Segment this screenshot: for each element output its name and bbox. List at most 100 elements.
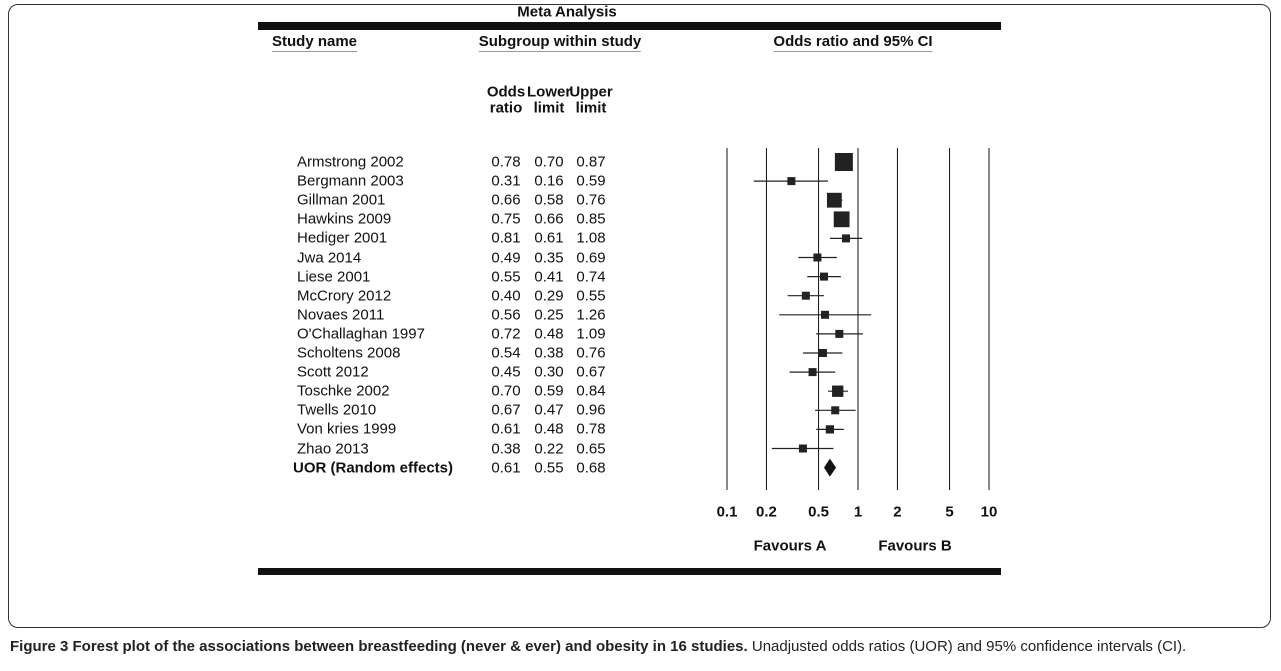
study-name: McCrory 2012 <box>297 287 392 305</box>
study-name: Scholtens 2008 <box>297 344 401 362</box>
bottom-rule <box>258 568 1001 575</box>
table-value: 0.45 <box>491 363 521 381</box>
table-value: 0.59 <box>534 382 564 400</box>
study-name: O'Challaghan 1997 <box>297 325 425 343</box>
summary-value: 0.68 <box>576 459 606 477</box>
odds-ratio-marker <box>831 406 840 415</box>
chart-title: Meta Analysis <box>517 3 617 21</box>
table-value: 0.69 <box>576 249 606 266</box>
table-value: 0.25 <box>534 306 564 324</box>
table-value: 0.87 <box>576 153 606 171</box>
frame <box>8 4 1271 628</box>
table-value: 0.66 <box>534 210 564 228</box>
study-name: Von kries 1999 <box>297 420 397 438</box>
table-value: 0.38 <box>534 344 564 362</box>
table-value: 0.67 <box>491 401 521 419</box>
x-tick-label: 0.2 <box>755 503 777 521</box>
top-rule <box>258 22 1001 30</box>
odds-ratio-marker <box>833 211 850 228</box>
odds-ratio-marker <box>825 425 834 434</box>
table-value: 0.55 <box>576 287 606 305</box>
table-value: 0.84 <box>576 382 606 400</box>
table-value: 0.58 <box>534 191 564 209</box>
odds-ratio-marker <box>819 272 828 281</box>
caption: Figure 3 Forest plot of the associations… <box>10 637 1272 656</box>
x-annotation: Favours B <box>878 537 952 555</box>
table-value: 0.40 <box>491 287 521 305</box>
x-tick-label: 2 <box>893 503 902 521</box>
table-value: 0.56 <box>491 306 521 324</box>
odds-ratio-marker <box>818 349 827 357</box>
odds-ratio-marker <box>826 192 842 208</box>
table-value: 0.76 <box>576 344 606 362</box>
table-value: 0.85 <box>576 210 606 228</box>
x-tick-label: 0.5 <box>808 503 829 521</box>
study-header: Study name <box>272 33 358 52</box>
column-header: Lower limit <box>527 83 572 116</box>
table-value: 0.72 <box>491 325 521 343</box>
odds-ratio-marker <box>798 444 807 453</box>
odds-ratio-marker <box>787 177 796 186</box>
study-name: Hediger 2001 <box>297 229 388 247</box>
table-value: 0.75 <box>491 210 521 228</box>
table-value: 0.61 <box>491 420 521 438</box>
table-value: 1.26 <box>576 306 606 324</box>
table-value: 0.96 <box>576 401 606 419</box>
table-value: 0.48 <box>534 325 564 343</box>
odds-ratio-marker <box>832 385 844 397</box>
table-value: 1.08 <box>576 229 606 247</box>
table-value: 0.38 <box>491 440 521 457</box>
study-name: Armstrong 2002 <box>297 153 404 171</box>
summary-name: UOR (Random effects) <box>293 459 454 477</box>
table-value: 0.22 <box>534 440 564 457</box>
study-name: Scott 2012 <box>297 363 369 381</box>
odds-ratio-marker <box>821 310 830 319</box>
table-value: 0.54 <box>491 344 521 362</box>
odds-ratio-marker <box>813 253 822 262</box>
table-value: 0.78 <box>576 420 606 438</box>
column-header: Odds ratio <box>486 83 526 116</box>
table-value: 1.09 <box>576 325 606 343</box>
summary-value: 0.61 <box>491 459 521 477</box>
plot-header: Odds ratio and 95% CI <box>773 33 933 52</box>
odds-ratio-marker <box>834 153 853 171</box>
subgroup-header: Subgroup within study <box>478 33 642 52</box>
study-name: Novaes 2011 <box>297 306 385 324</box>
table-value: 0.47 <box>534 401 564 419</box>
table-value: 0.67 <box>576 363 606 381</box>
summary-diamond <box>823 458 837 477</box>
study-name: Gillman 2001 <box>297 191 386 209</box>
study-name: Jwa 2014 <box>297 249 362 266</box>
odds-ratio-marker <box>842 234 851 243</box>
odds-ratio-marker <box>808 368 817 377</box>
table-value: 0.61 <box>534 229 564 247</box>
x-tick-label: 0.1 <box>716 503 738 521</box>
table-value: 0.76 <box>576 191 606 209</box>
table-value: 0.59 <box>576 172 606 190</box>
study-name: Zhao 2013 <box>297 440 369 457</box>
table-value: 0.29 <box>534 287 564 305</box>
table-value: 0.66 <box>491 191 521 209</box>
x-tick-label: 5 <box>945 503 954 521</box>
table-value: 0.65 <box>576 440 606 457</box>
study-name: Toschke 2002 <box>297 382 390 400</box>
column-header: Upper limit <box>569 83 613 116</box>
caption-label: Figure 3 Forest plot of the associations… <box>10 638 748 655</box>
table-value: 0.78 <box>491 153 521 171</box>
table-value: 0.70 <box>534 153 564 171</box>
table-value: 0.81 <box>491 229 521 247</box>
table-value: 0.55 <box>491 268 521 286</box>
table-value: 0.74 <box>576 268 606 286</box>
study-name: Hawkins 2009 <box>297 210 392 228</box>
x-tick-label: 1 <box>853 503 863 521</box>
study-name: Twells 2010 <box>297 401 377 419</box>
summary-value: 0.55 <box>534 459 564 477</box>
table-value: 0.41 <box>534 268 564 286</box>
table-value: 0.48 <box>534 420 564 438</box>
table-value: 0.31 <box>491 172 521 190</box>
study-name: Bergmann 2003 <box>297 172 404 190</box>
table-value: 0.30 <box>534 363 564 381</box>
table-value: 0.16 <box>534 172 564 190</box>
